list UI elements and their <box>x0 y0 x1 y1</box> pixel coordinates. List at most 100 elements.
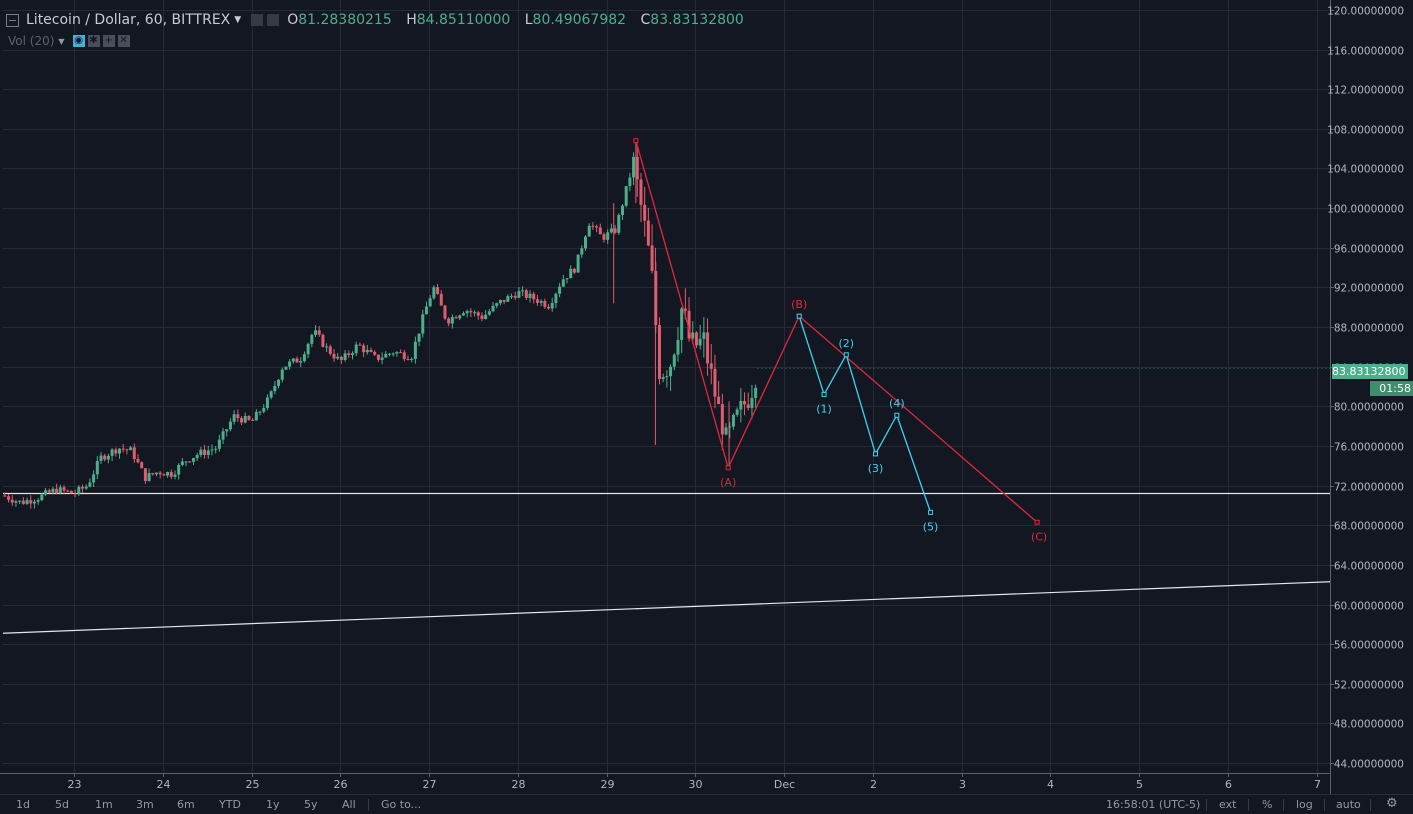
log-toggle[interactable]: log <box>1296 798 1313 811</box>
candle-body <box>51 488 55 493</box>
candle-body <box>10 499 14 503</box>
tf-5y[interactable]: 5y <box>304 798 318 811</box>
volume-label[interactable]: Vol (20) <box>8 34 55 48</box>
candle-body <box>236 414 240 419</box>
candle-body <box>635 156 639 180</box>
candle-body <box>565 278 569 280</box>
candle-body <box>32 501 36 504</box>
candle-body <box>306 343 310 355</box>
drawn-lines <box>2 367 1331 634</box>
clock-readout[interactable]: 16:58:01 (UTC-5) <box>1106 798 1201 811</box>
tf-ytd[interactable]: YTD <box>219 798 241 811</box>
candle-body <box>180 461 184 465</box>
candle-body <box>247 415 251 420</box>
candle-body <box>454 317 458 319</box>
candle-body <box>162 474 166 476</box>
toolbar-divider <box>1206 799 1207 811</box>
wave-abc-label: (C) <box>1031 530 1047 543</box>
candle-body <box>114 449 118 454</box>
candle-body <box>587 225 591 237</box>
x-tick-label: 29 <box>601 778 615 791</box>
x-tick-label: 6 <box>1225 778 1232 791</box>
candle-body <box>273 385 277 392</box>
candle-body <box>44 490 48 495</box>
candle-body <box>351 353 355 356</box>
tf-3m[interactable]: 3m <box>136 798 154 811</box>
y-tick-label: 92.00000000 <box>1334 283 1404 295</box>
plus-icon[interactable]: + <box>102 35 115 47</box>
candle-body <box>739 400 743 410</box>
open-key: O <box>287 12 299 28</box>
candle-body <box>465 311 469 314</box>
candle-body <box>406 358 410 360</box>
settings-icon[interactable] <box>251 14 264 26</box>
candle-body <box>314 330 318 335</box>
wave-impulse-label: (3) <box>868 462 884 475</box>
candle-body <box>88 482 92 487</box>
collapse-icon[interactable] <box>6 13 19 27</box>
gear-icon[interactable]: ⚙ <box>1386 796 1398 811</box>
volume-chevron-icon[interactable]: ▼ <box>58 36 65 46</box>
candle-body <box>225 429 229 432</box>
tf-all[interactable]: All <box>342 798 356 811</box>
tf-5d[interactable]: 5d <box>55 798 69 811</box>
countdown-tag: 01:58 <box>1370 381 1413 396</box>
candle-body <box>687 310 691 339</box>
close-icon[interactable]: ✕ <box>117 35 130 47</box>
x-tick-label: 3 <box>959 778 966 791</box>
candle-body <box>657 324 661 379</box>
candle-body <box>203 449 207 455</box>
candle-body <box>513 295 517 298</box>
candle-body <box>269 391 273 398</box>
gear-icon[interactable]: ✱ <box>87 35 100 47</box>
symbol-title[interactable]: Litecoin / Dollar, 60, BITTREX <box>26 12 231 28</box>
candle-body <box>18 500 22 502</box>
hide-icon[interactable] <box>267 14 280 26</box>
wave-impulse-node <box>821 391 827 397</box>
candle-body <box>373 351 377 355</box>
candle-body <box>480 315 484 319</box>
goto-button[interactable]: Go to... <box>381 798 422 811</box>
tf-1m[interactable]: 1m <box>95 798 113 811</box>
candle-body <box>169 472 173 477</box>
y-tick-label: 80.00000000 <box>1334 402 1404 414</box>
tf-1d[interactable]: 1d <box>16 798 30 811</box>
candle-body <box>584 236 588 249</box>
tf-6m[interactable]: 6m <box>177 798 195 811</box>
candle-body <box>643 204 647 221</box>
price-axis: 120.00000000 116.00000000 112.00000000 108.… <box>1327 0 1413 794</box>
wave-abc-label: (B) <box>791 298 807 311</box>
candle-body <box>258 411 262 413</box>
candle-body <box>217 439 221 449</box>
y-tick-label: 60.00000000 <box>1334 601 1404 613</box>
open-value: 81.28380215 <box>298 12 392 28</box>
tf-1y[interactable]: 1y <box>266 798 280 811</box>
candle-body <box>632 156 636 178</box>
candle-body <box>265 397 269 409</box>
candle-body <box>147 473 151 481</box>
candle-body <box>639 179 643 205</box>
candle-body <box>754 387 758 398</box>
auto-toggle[interactable]: auto <box>1336 798 1361 811</box>
candle-body <box>498 299 502 304</box>
candle-body <box>21 500 25 504</box>
y-tick-label: 100.00000000 <box>1327 204 1404 216</box>
wave-impulse-node <box>894 412 900 418</box>
wave-impulse-node <box>873 451 879 457</box>
candle-body <box>576 254 580 273</box>
candle-body <box>232 414 236 422</box>
chevron-down-icon[interactable]: ▼ <box>234 15 242 25</box>
candle-body <box>277 379 281 386</box>
y-tick-label: 120.00000000 <box>1327 6 1404 18</box>
wave-abc-node <box>725 465 731 471</box>
ext-toggle[interactable]: ext <box>1219 798 1237 811</box>
candle-body <box>92 474 96 483</box>
candle-body <box>251 419 255 421</box>
y-tick-label: 64.00000000 <box>1334 561 1404 573</box>
candle-body <box>558 286 562 294</box>
eye-icon[interactable]: ◉ <box>72 35 85 47</box>
percent-toggle[interactable]: % <box>1262 798 1273 811</box>
y-tick-label: 88.00000000 <box>1334 323 1404 335</box>
y-tick-label: 112.00000000 <box>1327 85 1404 97</box>
